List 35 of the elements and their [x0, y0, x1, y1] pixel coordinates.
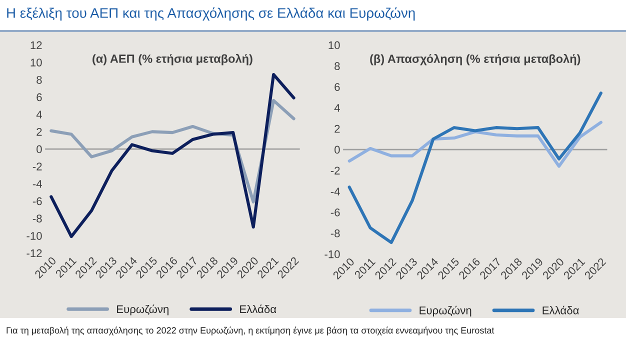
y-tick-label: -12	[26, 249, 42, 258]
y-tick-label: -10	[26, 232, 42, 240]
y-tick-label: 2	[36, 128, 42, 136]
legend-label: Ευρωζώνη	[420, 306, 472, 317]
y-tick-label: 12	[30, 41, 42, 50]
line-series	[50, 72, 296, 238]
y-tick-label: 0	[36, 145, 42, 154]
y-tick-label: -2	[32, 162, 42, 170]
y-tick-label: 4	[334, 104, 340, 112]
legend-label: Ελλάδα	[240, 304, 276, 314]
y-tick-label: -10	[324, 250, 340, 258]
legend-label: Ελλάδα	[542, 306, 579, 314]
y-tick-label: 2	[334, 124, 340, 133]
y-tick-label: 0	[334, 146, 340, 154]
y-tick-label: -4	[32, 180, 42, 188]
text: Για τη μεταβολή της απασχόλησης το 2022 στην Ευρωζώνη, η εκτίμηση έγινε με βάση τα στοιχεία εννεαμήνου της Eurostat	[6, 326, 494, 336]
y-tick-label: -2	[330, 166, 340, 174]
y-tick-label: -8	[32, 214, 42, 222]
line-series	[348, 120, 602, 168]
text: Η εξέλιξη του ΑΕΠ και της Απασχόλησης σε Ελλάδα και Ευρωζώνη	[7, 7, 415, 21]
y-tick-label: 8	[334, 62, 340, 70]
y-tick-label: 8	[36, 76, 42, 84]
y-tick-label: 6	[334, 83, 340, 91]
y-tick-label: -6	[32, 197, 42, 206]
y-tick-label: -6	[330, 208, 340, 216]
y-tick-label: 4	[36, 110, 42, 118]
y-tick-label: -8	[330, 229, 340, 238]
text: (α) ΑΕΠ (% ετήσια μεταβολή)	[92, 54, 252, 66]
y-tick-label: 10	[30, 58, 42, 66]
legend-label: Ευρωζώνη	[117, 304, 168, 316]
y-tick-label: -4	[330, 188, 340, 196]
line-series	[348, 92, 602, 244]
text: (β) Απασχόληση (% ετήσια μεταβολή)	[370, 54, 580, 66]
y-tick-label: 6	[36, 93, 42, 102]
y-tick-label: 10	[328, 41, 340, 50]
